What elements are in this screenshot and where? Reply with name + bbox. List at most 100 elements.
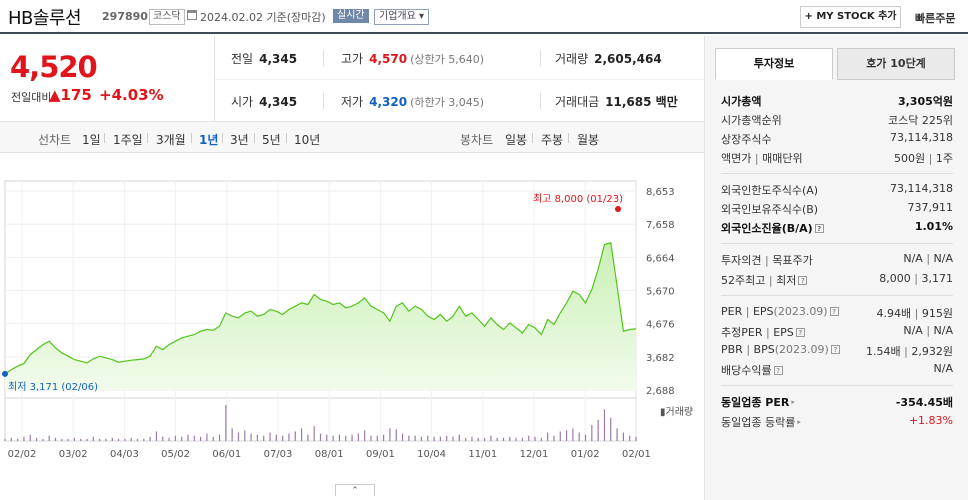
volume-label: ▮거래량 <box>660 406 693 418</box>
stat-value: 4,320 <box>369 95 408 109</box>
volume-bar <box>591 425 593 441</box>
volume-bar <box>597 419 599 441</box>
foreign-ratio-label: 외국인소진율(B/A) <box>721 222 813 235</box>
compare-label: 전일대비 <box>11 91 52 104</box>
divider <box>568 133 569 143</box>
pbr-label: PBR <box>721 343 743 356</box>
volume-bar <box>130 437 132 441</box>
unit-label: 매매단위 <box>762 152 803 165</box>
volume-bar <box>105 438 107 441</box>
y-tick-label: 7,658 <box>646 220 675 231</box>
row-industry-per: 동일업종 PER ▸ -354.45배 <box>721 394 953 413</box>
bps-value: 2,932원 <box>911 345 953 358</box>
help-icon[interactable]: ? <box>814 224 824 233</box>
row-per-eps: PER | EPS(2023.09)? 4.94배 | 915원 <box>721 305 953 324</box>
volume-bar <box>420 436 423 441</box>
volume-bar <box>483 437 486 441</box>
candle-weekly[interactable]: 주봉 <box>541 133 564 147</box>
volume-bar <box>465 437 467 441</box>
volume-bar <box>572 428 574 441</box>
volume-bar <box>48 435 50 441</box>
w52-high: 8,000 <box>879 272 911 285</box>
row-value: -354.45배 <box>895 396 953 409</box>
y-tick-label: 2,688 <box>646 386 675 397</box>
help-icon[interactable]: ? <box>829 307 839 316</box>
volume-bar <box>218 434 221 441</box>
row-pbr-bps: PBR | BPS(2023.09)? 1.54배 | 2,932원 <box>721 343 953 362</box>
row-value: N/A <box>933 362 953 375</box>
row-52week: 52주최고 | 최저? 8,000 | 3,171 <box>721 272 953 291</box>
volume-bar <box>502 437 505 441</box>
stat-value: 4,345 <box>259 52 298 66</box>
row-dividend: 배당수익률? N/A <box>721 362 953 381</box>
row-market-cap: 시가총액 3,305억원 <box>721 93 953 112</box>
x-tick-label: 07/03 <box>264 449 293 460</box>
divider <box>323 93 324 109</box>
period-1d[interactable]: 1일 <box>82 133 101 147</box>
tab-investment-info[interactable]: 투자정보 <box>715 48 833 80</box>
price-stats: 전일 4,345 고가 4,570 (상한가 5,640) 거래량 2,605,464 … <box>215 36 704 122</box>
period-5y[interactable]: 5년 <box>262 133 281 147</box>
row-label: PBR | BPS(2023.09)? <box>721 343 840 356</box>
volume-bar <box>168 437 170 441</box>
x-tick-label: 01/02 <box>571 449 600 460</box>
period-1y[interactable]: 1년 <box>199 133 219 147</box>
row-value: 737,911 <box>907 201 954 214</box>
lower-limit: (하한가 3,045) <box>410 96 484 109</box>
row-shares: 상장주식수 73,114,318 <box>721 131 953 150</box>
stat-value: 4,345 <box>259 95 298 109</box>
row-label: 동일업종 PER ▸ <box>721 394 795 410</box>
candle-daily[interactable]: 일봉 <box>505 133 528 147</box>
price-change-pct: +4.03% <box>99 86 164 104</box>
period-3y[interactable]: 3년 <box>230 133 249 147</box>
unit-value: 1주 <box>935 152 953 165</box>
period-3m[interactable]: 3개월 <box>156 133 186 147</box>
per-value: 4.94배 <box>876 307 912 320</box>
volume-bar <box>439 436 441 441</box>
quick-order-link[interactable]: 빠른주문 <box>915 12 956 25</box>
row-value: 8,000 | 3,171 <box>879 272 953 285</box>
volume-bar <box>61 438 63 441</box>
candle-monthly[interactable]: 월봉 <box>577 133 600 147</box>
volume-bar <box>10 437 12 441</box>
row-value: 코스닥 225위 <box>888 114 953 127</box>
volume-bar <box>237 432 240 441</box>
volume-bar <box>338 434 341 441</box>
company-overview-dropdown[interactable]: 기업개요 ▾ <box>374 9 429 25</box>
chart-collapse-toggle[interactable]: ⌃ <box>335 484 375 496</box>
opinion-label: 투자의견 <box>721 254 762 267</box>
volume-bar <box>231 428 233 441</box>
y-tick-label: 4,676 <box>646 320 675 331</box>
min-label: 최저 3,171 (02/06) <box>8 381 98 393</box>
w52-low-label: 최저 <box>776 274 797 287</box>
period-1w[interactable]: 1주일 <box>113 133 143 147</box>
stock-header: HB솔루션 297890 코스닥 2024.02.02 기준(장마감) 실시간 … <box>0 0 968 34</box>
price-chart[interactable]: 8,653 7,658 6,664 5,670 4,676 3,682 2,688 02/02… <box>0 153 704 500</box>
divider <box>540 50 541 66</box>
add-mystock-button[interactable]: + MY STOCK 추가 <box>800 6 901 28</box>
volume-bar <box>92 436 94 441</box>
help-icon[interactable]: ? <box>830 345 840 354</box>
dividend-label: 배당수익률 <box>721 364 772 377</box>
divider <box>323 50 324 66</box>
bps-label: BPS <box>753 343 775 356</box>
realtime-button[interactable]: 실시간 <box>333 9 369 23</box>
help-icon[interactable]: ? <box>798 276 808 285</box>
eps-label: EPS <box>752 305 774 318</box>
volume-bar <box>155 431 158 441</box>
help-icon[interactable]: ? <box>773 366 783 375</box>
row-label: 52주최고 | 최저? <box>721 272 808 288</box>
tab-quote-10[interactable]: 호가 10단계 <box>837 48 955 80</box>
divider <box>147 133 148 143</box>
x-tick-label: 12/01 <box>520 449 549 460</box>
volume-bar <box>193 435 195 441</box>
x-tick-label: 04/03 <box>110 449 139 460</box>
stock-name: HB솔루션 <box>8 8 82 29</box>
volume-bar <box>42 438 44 441</box>
y-tick-label: 6,664 <box>646 253 675 264</box>
period-10y[interactable]: 10년 <box>294 133 321 147</box>
volume-bar <box>458 434 460 441</box>
row-value: N/A | N/A <box>903 324 953 337</box>
volume-bar <box>80 438 82 441</box>
help-icon[interactable]: ? <box>795 328 805 337</box>
